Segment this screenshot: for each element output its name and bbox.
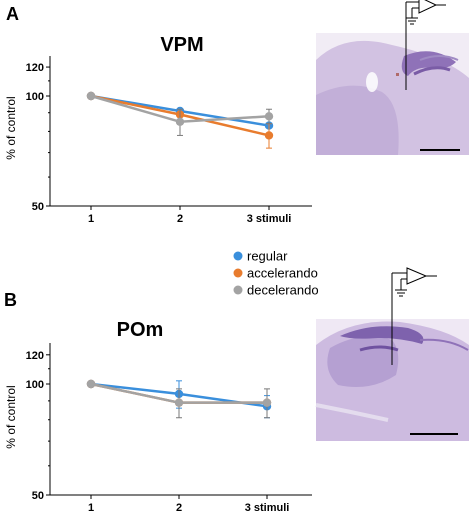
data-point-vpm-accelerando bbox=[264, 131, 274, 140]
data-point-vpm-decelerando bbox=[264, 112, 274, 121]
x-tick-label-vpm: 2 bbox=[177, 213, 183, 225]
panel-letter-b: B bbox=[4, 290, 17, 310]
y-tick-label-vpm: 50 bbox=[32, 201, 44, 213]
y-tick-label-vpm: 120 bbox=[26, 62, 44, 74]
electrode-icon-pom bbox=[391, 267, 437, 365]
x-tick-label-pom: 2 bbox=[176, 502, 182, 511]
legend-label-decelerando: decelerando bbox=[247, 283, 319, 298]
chart-pom: POm % of control 50 100 120 1 2 3 stimuli bbox=[4, 319, 312, 511]
legend: regular accelerando decelerando bbox=[233, 249, 319, 298]
x-tick-label-pom: 3 stimuli bbox=[245, 502, 290, 511]
y-tick-label-pom: 120 bbox=[26, 350, 44, 362]
y-axis-label-pom: % of control bbox=[4, 385, 18, 448]
electrode-icon-vpm bbox=[405, 0, 446, 90]
x-tick-label-vpm: 3 stimuli bbox=[247, 213, 292, 225]
brain-section-image-pom bbox=[315, 319, 469, 441]
x-tick-label-pom: 1 bbox=[88, 502, 94, 511]
legend-label-accelerando: accelerando bbox=[247, 266, 318, 281]
y-tick-label-vpm: 100 bbox=[26, 91, 44, 103]
y-axis-label-vpm: % of control bbox=[4, 96, 18, 159]
data-point-vpm-decelerando bbox=[175, 117, 185, 126]
data-point-vpm-decelerando bbox=[86, 91, 96, 101]
data-point-pom-decelerando bbox=[262, 398, 272, 407]
brain-section-image-vpm bbox=[316, 33, 469, 155]
chart-vpm: VPM % of control 50 100 120 1 2 3 stimuli bbox=[4, 34, 312, 225]
panel-letter-a: A bbox=[6, 4, 19, 24]
legend-label-regular: regular bbox=[247, 249, 288, 264]
x-tick-label-vpm: 1 bbox=[88, 213, 94, 225]
chart-title-pom: POm bbox=[117, 319, 164, 341]
legend-marker-accelerando bbox=[233, 268, 243, 278]
data-point-pom-decelerando bbox=[86, 379, 96, 389]
legend-marker-regular bbox=[233, 251, 243, 261]
chart-title-vpm: VPM bbox=[160, 34, 203, 56]
legend-marker-decelerando bbox=[233, 285, 243, 295]
data-point-pom-decelerando bbox=[174, 398, 184, 407]
y-tick-label-pom: 50 bbox=[32, 490, 44, 502]
y-tick-label-pom: 100 bbox=[26, 379, 44, 391]
